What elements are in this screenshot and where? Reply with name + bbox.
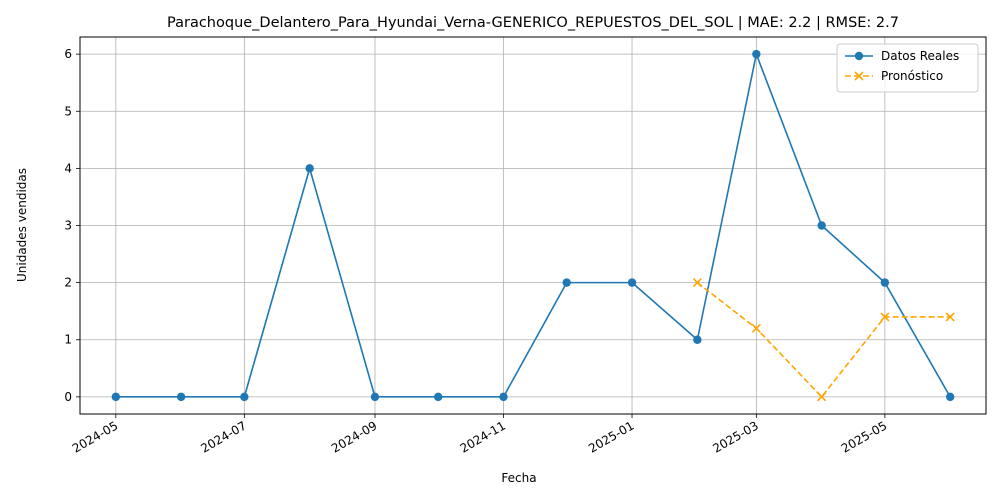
- grid: [80, 37, 986, 414]
- x-tick-label: 2025-03: [710, 418, 760, 455]
- legend: Datos Reales Pronóstico: [836, 43, 979, 93]
- chart-title: Parachoque_Delantero_Para_Hyundai_Verna-…: [167, 15, 899, 31]
- x-axis-label: Fecha: [501, 471, 536, 485]
- series-layer: [111, 49, 955, 402]
- x-tick-label: 2024-07: [198, 418, 248, 455]
- data-point: [692, 278, 702, 288]
- legend-marker: [854, 71, 864, 81]
- data-point: [880, 312, 890, 322]
- series-line: [115, 53, 951, 398]
- x-tick-label: 2025-05: [839, 418, 889, 455]
- x-tick-label: 2024-11: [458, 418, 508, 455]
- y-tick-label: 6: [64, 47, 72, 61]
- x-tick-label: 2024-05: [70, 418, 120, 455]
- data-point: [945, 392, 955, 402]
- data-point: [433, 392, 443, 402]
- data-point: [370, 392, 380, 402]
- x-tick-label: 2025-01: [586, 418, 636, 455]
- series-actual: [111, 49, 955, 402]
- y-axis-label: Unidades vendidas: [15, 168, 29, 282]
- data-point: [752, 49, 761, 59]
- series-forecast: [692, 278, 955, 402]
- data-point: [817, 221, 826, 230]
- series-line: [696, 281, 951, 398]
- y-tick-label: 3: [64, 219, 72, 233]
- y-tick-label: 4: [64, 161, 72, 175]
- data-point: [880, 278, 890, 287]
- y-tick-label: 1: [64, 333, 72, 347]
- data-point: [562, 278, 571, 287]
- x-tick-label: 2024-09: [329, 418, 379, 455]
- data-point: [945, 312, 955, 322]
- data-point: [111, 392, 121, 402]
- legend-label: Datos Reales: [881, 49, 959, 63]
- y-tick-label: 2: [64, 276, 72, 290]
- data-point: [751, 323, 761, 333]
- legend-label: Pronóstico: [881, 69, 943, 83]
- y-axis-ticks: 0 1 2 3 4 5 6: [64, 47, 80, 404]
- y-tick-label: 0: [64, 390, 72, 404]
- data-point: [817, 392, 827, 402]
- legend-marker: [854, 51, 864, 61]
- y-tick-label: 5: [64, 104, 72, 118]
- data-point: [305, 164, 314, 173]
- data-point: [499, 392, 508, 402]
- data-point: [627, 278, 637, 287]
- legend-item: Pronóstico: [845, 69, 943, 83]
- x-axis-ticks: 2024-05 2024-07 2024-09 2024-11 2025-01 2025-…: [70, 414, 889, 456]
- data-point: [240, 392, 249, 402]
- data-point: [176, 392, 186, 402]
- data-point: [693, 335, 702, 344]
- legend-item: Datos Reales: [845, 49, 959, 63]
